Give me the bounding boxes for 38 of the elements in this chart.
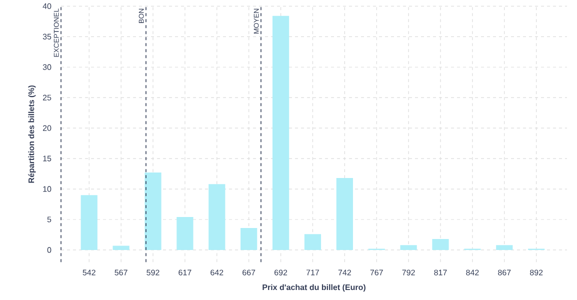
x-tick-label: 767 — [370, 270, 383, 276]
bar — [240, 228, 258, 250]
y-tick-label: 20 — [42, 125, 52, 131]
y-axis-title: Répartition des billets (%) — [28, 85, 36, 183]
y-tick-label: 10 — [43, 186, 52, 192]
bar — [80, 195, 98, 250]
y-tick-label: 35 — [42, 34, 52, 40]
x-tick-label: 717 — [306, 270, 319, 276]
x-axis-title: Prix d'achat du billet (Euro) — [262, 284, 366, 292]
bar — [272, 16, 290, 250]
x-tick-label: 867 — [498, 270, 511, 276]
x-tick-label: 742 — [338, 270, 351, 276]
bar — [336, 178, 353, 250]
bar — [144, 172, 162, 250]
x-tick-label: 692 — [274, 270, 288, 276]
x-tick-label: 567 — [114, 270, 128, 276]
bar — [304, 234, 322, 250]
x-tick-label: 642 — [210, 270, 224, 276]
x-tick-label: 667 — [242, 270, 256, 276]
x-tick-label: 817 — [434, 270, 447, 276]
y-tick-label: 40 — [42, 3, 52, 9]
y-tick-label: 0 — [47, 247, 52, 253]
bar — [432, 238, 449, 250]
bar — [208, 184, 226, 250]
x-tick-label: 617 — [178, 270, 192, 276]
y-tick-label: 15 — [43, 156, 52, 162]
x-tick-label: 542 — [82, 270, 96, 276]
x-tick-label: 792 — [402, 270, 415, 276]
x-tick-label: 592 — [146, 270, 160, 276]
x-tick-label: 892 — [530, 270, 543, 276]
bar — [496, 245, 513, 250]
y-tick-label: 30 — [42, 64, 52, 70]
bar — [400, 245, 417, 250]
bar — [112, 246, 130, 250]
x-tick-label: 842 — [466, 270, 479, 276]
y-tick-label: 25 — [42, 94, 52, 100]
y-tick-label: 5 — [47, 216, 52, 222]
bar — [176, 216, 194, 250]
